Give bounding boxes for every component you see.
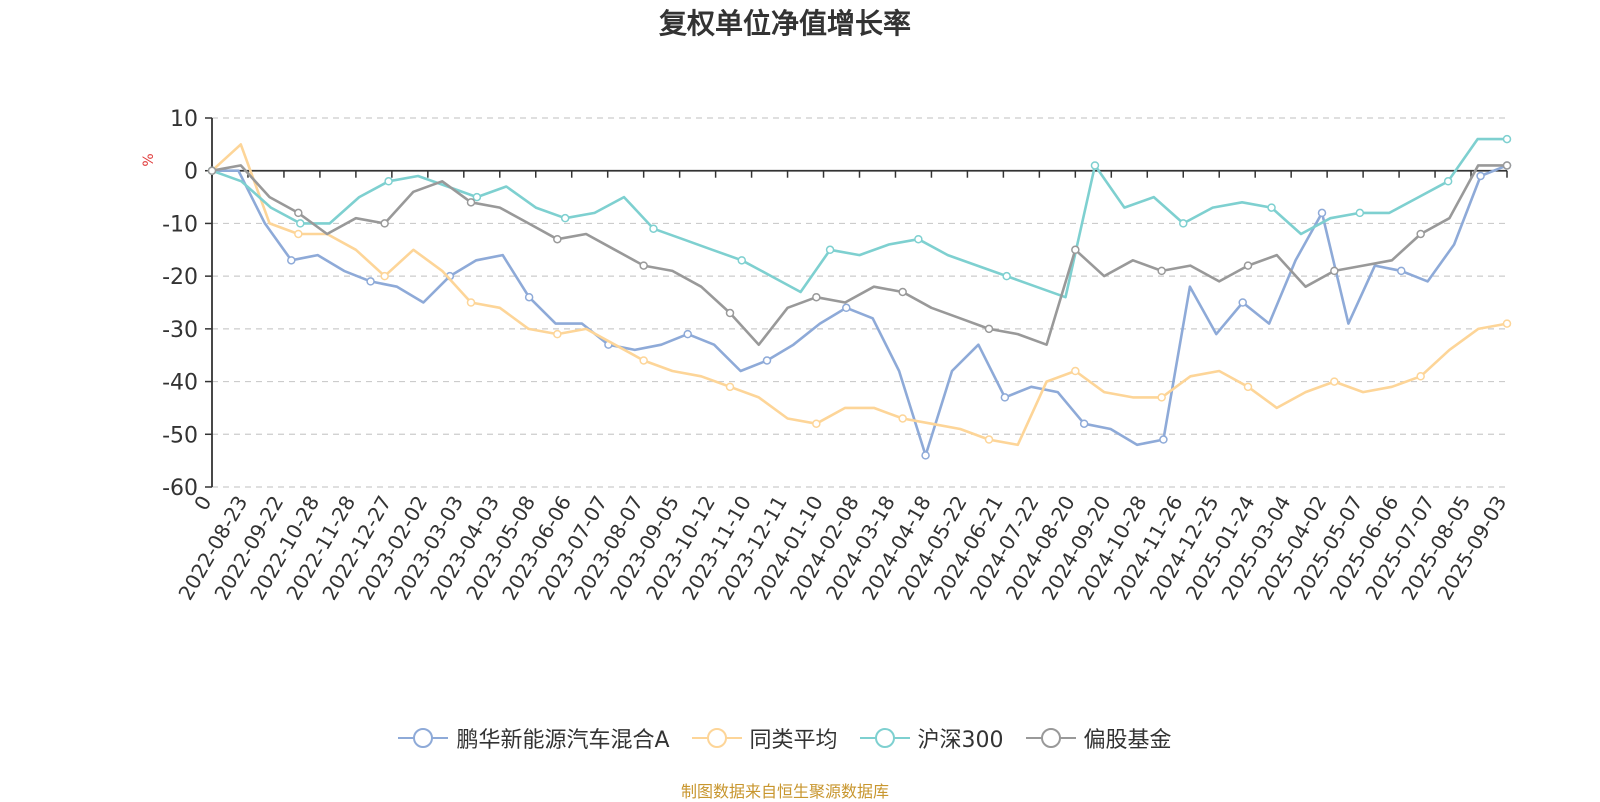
data-point <box>1476 171 1485 181</box>
data-point <box>812 419 821 428</box>
data-point <box>898 414 907 423</box>
data-point <box>683 329 692 339</box>
data-point <box>1179 219 1188 228</box>
x-tick-label: 0 <box>189 492 216 515</box>
y-tick-labels: 10 0 -10 -20 -30 -40 -50 -60 <box>162 107 198 501</box>
data-point <box>639 356 648 365</box>
data-point <box>1416 372 1425 381</box>
data-point <box>1416 229 1425 239</box>
legend-marker-icon <box>1025 728 1076 748</box>
data-point <box>1157 393 1166 402</box>
y-tick-label: 0 <box>184 160 198 185</box>
y-tick-label: -40 <box>162 371 198 396</box>
data-point <box>296 219 305 228</box>
data-point <box>1071 245 1080 255</box>
data-point <box>553 329 562 339</box>
data-point <box>1397 266 1406 276</box>
data-point <box>384 177 393 186</box>
data-point <box>207 166 217 175</box>
data-point <box>1330 266 1339 276</box>
legend-marker-icon <box>691 728 742 748</box>
data-point <box>639 261 648 270</box>
data-point <box>466 298 476 307</box>
data-point <box>1502 319 1512 328</box>
data-point <box>380 271 389 281</box>
data-point <box>1267 203 1276 212</box>
y-tick-label: -60 <box>162 476 198 501</box>
data-point <box>762 356 772 365</box>
legend-item-fund[interactable]: 鹏华新能源汽车混合A <box>398 722 670 754</box>
data-point <box>287 256 296 265</box>
data-point <box>466 198 476 207</box>
data-point <box>812 292 821 302</box>
y-tick-label: -20 <box>162 265 198 290</box>
data-point <box>524 292 534 302</box>
data-point <box>1079 419 1089 428</box>
data-point <box>1502 134 1512 144</box>
grid-lines <box>212 117 1507 488</box>
legend: 鹏华新能源汽车混合A 同类平均 沪深300 偏股基金 <box>0 722 1570 754</box>
data-point <box>380 219 389 228</box>
legend-item-equity-fund[interactable]: 偏股基金 <box>1025 722 1172 754</box>
data-point <box>1157 266 1166 276</box>
data-point <box>914 234 923 244</box>
data-point <box>1443 177 1453 186</box>
legend-label: 同类平均 <box>749 728 838 753</box>
data-point <box>825 245 835 255</box>
data-point <box>472 192 482 202</box>
legend-marker-icon <box>398 728 449 748</box>
data-point <box>1071 366 1080 376</box>
y-axis-label: % <box>141 153 157 166</box>
legend-label: 沪深300 <box>917 728 1004 753</box>
series-line-1 <box>211 143 1508 447</box>
y-tick-label: 10 <box>170 107 198 132</box>
series-line-3 <box>211 164 1507 346</box>
legend-item-category-average[interactable]: 同类平均 <box>691 722 838 754</box>
line-chart: 10 0 -10 -20 -30 -40 -50 -60 02022-08-232022-09… <box>141 107 1512 605</box>
x-tick-labels: 02022-08-232022-09-222022-10-282022-11-2… <box>173 492 1511 605</box>
data-point <box>1330 377 1339 386</box>
series-line-0 <box>212 164 1508 457</box>
data-point <box>737 256 747 265</box>
data-point <box>1502 161 1512 170</box>
data-point <box>1243 261 1253 270</box>
y-tick-label: -30 <box>162 318 198 343</box>
data-point <box>560 213 570 223</box>
legend-label: 鹏华新能源汽车混合A <box>456 728 670 753</box>
series-lines <box>207 134 1512 460</box>
legend-marker-icon <box>859 728 910 748</box>
data-point <box>1243 382 1253 392</box>
data-point <box>1002 271 1011 281</box>
y-tick-label: -10 <box>162 212 198 237</box>
data-point <box>1238 298 1247 307</box>
data-point <box>1090 161 1100 170</box>
data-point <box>366 277 375 286</box>
data-point <box>984 324 994 334</box>
data-point <box>984 435 994 444</box>
axes <box>205 117 1508 488</box>
data-point <box>294 208 303 218</box>
data-point <box>1317 208 1327 218</box>
data-point <box>1159 435 1168 444</box>
data-point <box>898 287 907 297</box>
legend-label: 偏股基金 <box>1083 728 1172 753</box>
data-point <box>725 308 735 318</box>
data-point <box>842 303 851 313</box>
data-point <box>649 224 658 233</box>
chart-title: 复权单位净值增长率 <box>658 7 911 40</box>
data-point <box>1355 208 1365 218</box>
data-point <box>1000 393 1010 402</box>
series-line-2 <box>211 137 1507 299</box>
y-tick-label: -50 <box>162 423 198 448</box>
data-point <box>725 382 735 392</box>
data-point <box>294 229 303 239</box>
data-point <box>921 451 930 460</box>
legend-item-csi300[interactable]: 沪深300 <box>859 722 1004 754</box>
data-source-note: 制图数据来自恒生聚源数据库 <box>680 782 889 801</box>
data-point <box>553 234 562 244</box>
